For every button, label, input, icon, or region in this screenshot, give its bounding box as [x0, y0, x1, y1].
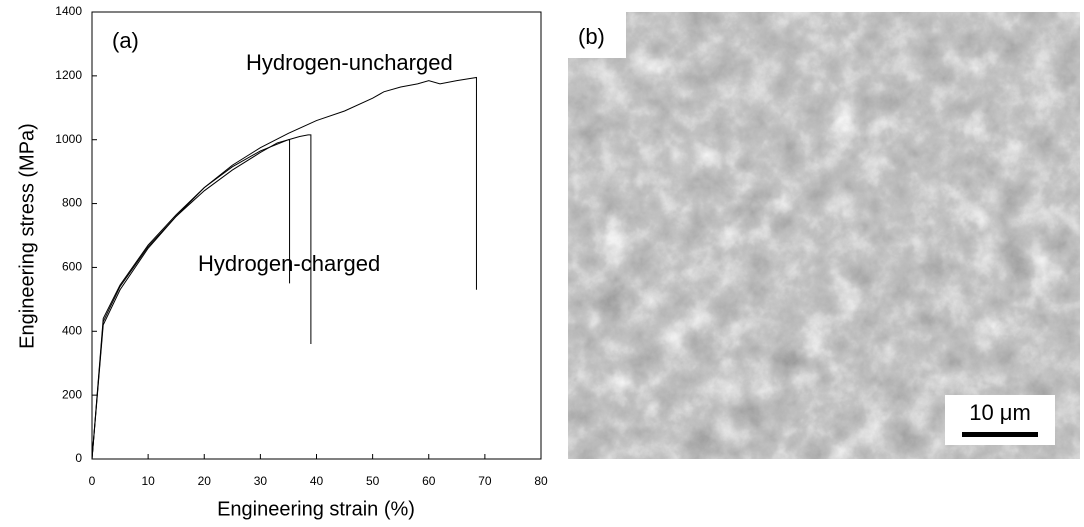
x-tick-label: 60 [422, 474, 436, 488]
x-tick-label: 40 [310, 474, 324, 488]
stress-strain-curve [91, 139, 291, 460]
scale-bar [962, 432, 1038, 437]
x-tick-label: 80 [534, 474, 548, 488]
stress-strain-curve [91, 134, 312, 460]
x-axis-title: Engineering strain (%) [217, 498, 415, 520]
y-tick-label: 1400 [55, 4, 82, 18]
y-tick-label: 800 [62, 196, 82, 210]
stress-strain-curve [91, 76, 477, 460]
y-tick-label: 1200 [55, 68, 82, 82]
x-tick-label: 70 [478, 474, 492, 488]
y-tick-label: 1000 [55, 132, 82, 146]
y-tick-label: 600 [62, 260, 82, 274]
y-axis-title: Engineering stress (MPa) [16, 123, 38, 349]
panel-label: (b) [578, 24, 605, 49]
annotation: Hydrogen-charged [198, 251, 380, 276]
y-tick-label: 400 [62, 323, 82, 337]
y-tick-label: 200 [62, 387, 82, 401]
sem-image [568, 12, 1080, 459]
x-tick-label: 30 [254, 474, 268, 488]
scale-label: 10 μm [969, 400, 1031, 425]
x-tick-label: 10 [141, 474, 155, 488]
plot-area: 0 10 20 30 40 50 60 70 8002004006008001000120014… [55, 4, 548, 488]
x-tick-label: 50 [366, 474, 380, 488]
x-tick-label: 0 [89, 474, 96, 488]
y-tick-label: 0 [75, 451, 82, 465]
panel-label: (a) [112, 28, 139, 53]
x-tick-label: 20 [198, 474, 212, 488]
label-box [568, 12, 626, 58]
annotation: Hydrogen-uncharged [246, 50, 453, 75]
